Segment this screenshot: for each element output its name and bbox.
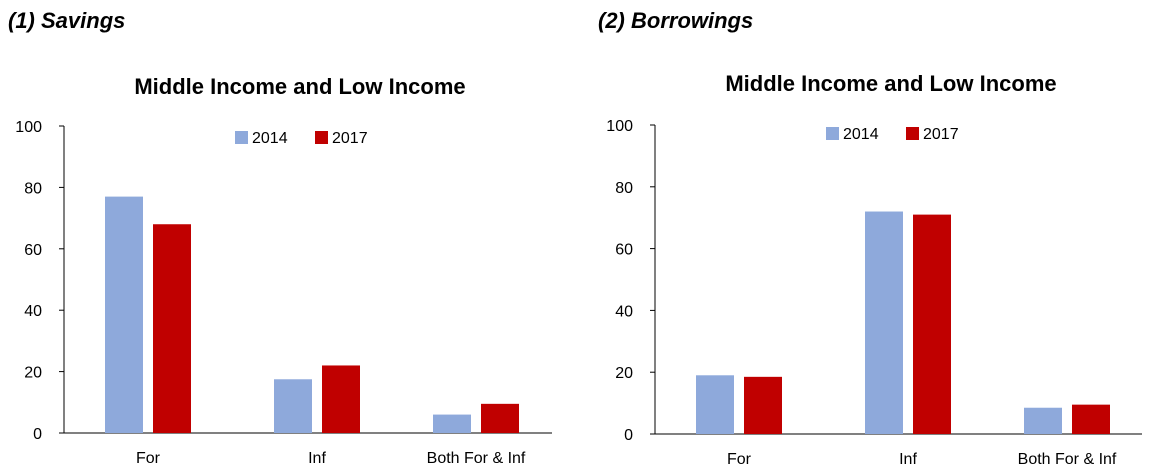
- x-category-label: Inf: [308, 450, 326, 467]
- legend-swatch-2014: [826, 127, 839, 140]
- bar-2017-for: [744, 376, 782, 434]
- y-tick-label: 0: [624, 427, 633, 444]
- bar-2014-inf: [865, 211, 903, 434]
- panel-title-savings: (1) Savings: [8, 8, 126, 33]
- y-tick-label: 20: [615, 365, 633, 382]
- bar-2014-for: [105, 196, 143, 433]
- y-tick-label: 100: [15, 119, 42, 136]
- legend-label-2017: 2017: [923, 126, 959, 143]
- bar-2014-for: [696, 375, 734, 434]
- borrowings-chart: Middle Income and Low Income 0 20 40 60 80 10…: [606, 71, 1142, 468]
- y-tick-label: 60: [24, 242, 42, 259]
- legend-swatch-2017: [906, 127, 919, 140]
- bar-2017-inf: [322, 365, 360, 433]
- bar-2014-inf: [274, 379, 312, 433]
- legend-label-2014: 2014: [843, 126, 879, 143]
- chart-title: Middle Income and Low Income: [134, 74, 465, 99]
- chart-title: Middle Income and Low Income: [725, 71, 1056, 96]
- y-tick-label: 60: [615, 242, 633, 259]
- savings-chart: Middle Income and Low Income 0 20 40 60 80 10…: [15, 74, 552, 467]
- bar-2014-both-for-inf: [433, 414, 471, 433]
- x-category-label: Inf: [899, 451, 917, 468]
- x-category-label: Both For & Inf: [1018, 451, 1117, 468]
- x-category-label: For: [727, 451, 752, 468]
- bar-2017-for: [153, 224, 191, 433]
- legend-swatch-2014: [235, 131, 248, 144]
- y-tick-label: 80: [615, 180, 633, 197]
- legend-swatch-2017: [315, 131, 328, 144]
- legend-label-2017: 2017: [332, 130, 368, 147]
- panel-title-borrowings: (2) Borrowings: [598, 8, 754, 33]
- bar-2017-both-for-inf: [1072, 404, 1110, 434]
- y-tick-label: 80: [24, 180, 42, 197]
- y-tick-label: 40: [24, 303, 42, 320]
- y-tick-label: 0: [33, 426, 42, 443]
- y-tick-label: 100: [606, 118, 633, 135]
- bar-2017-both-for-inf: [481, 403, 519, 433]
- bar-2014-both-for-inf: [1024, 407, 1062, 434]
- x-category-label: Both For & Inf: [427, 450, 526, 467]
- y-tick-label: 40: [615, 303, 633, 320]
- x-category-label: For: [136, 450, 161, 467]
- y-tick-label: 20: [24, 365, 42, 382]
- legend-label-2014: 2014: [252, 130, 288, 147]
- bar-2017-inf: [913, 214, 951, 434]
